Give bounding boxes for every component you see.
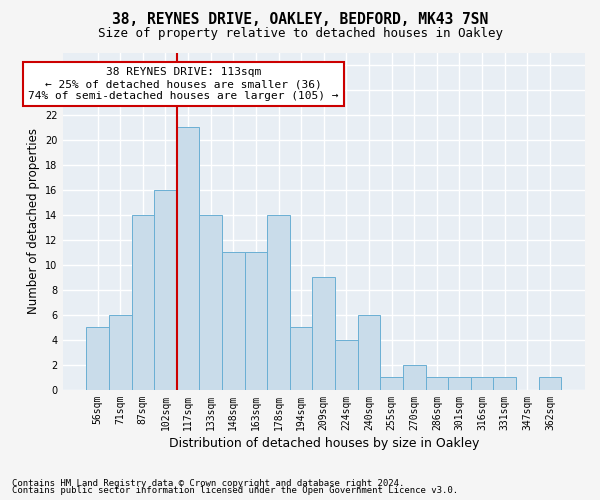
Bar xyxy=(403,365,425,390)
Bar xyxy=(539,378,561,390)
Text: Size of property relative to detached houses in Oakley: Size of property relative to detached ho… xyxy=(97,28,503,40)
Text: 38 REYNES DRIVE: 113sqm
← 25% of detached houses are smaller (36)
74% of semi-de: 38 REYNES DRIVE: 113sqm ← 25% of detache… xyxy=(28,68,339,100)
Bar xyxy=(425,378,448,390)
Bar xyxy=(290,328,313,390)
Bar xyxy=(358,315,380,390)
Bar xyxy=(448,378,471,390)
Text: Contains HM Land Registry data © Crown copyright and database right 2024.: Contains HM Land Registry data © Crown c… xyxy=(12,478,404,488)
Y-axis label: Number of detached properties: Number of detached properties xyxy=(26,128,40,314)
Bar xyxy=(313,278,335,390)
Text: 38, REYNES DRIVE, OAKLEY, BEDFORD, MK43 7SN: 38, REYNES DRIVE, OAKLEY, BEDFORD, MK43 … xyxy=(112,12,488,28)
Bar xyxy=(493,378,516,390)
Bar xyxy=(380,378,403,390)
Text: Contains public sector information licensed under the Open Government Licence v3: Contains public sector information licen… xyxy=(12,486,458,495)
Bar xyxy=(199,215,222,390)
X-axis label: Distribution of detached houses by size in Oakley: Distribution of detached houses by size … xyxy=(169,437,479,450)
Bar xyxy=(267,215,290,390)
Bar xyxy=(131,215,154,390)
Bar xyxy=(86,328,109,390)
Bar xyxy=(222,252,245,390)
Bar xyxy=(245,252,267,390)
Bar xyxy=(177,128,199,390)
Bar xyxy=(335,340,358,390)
Bar xyxy=(154,190,177,390)
Bar xyxy=(471,378,493,390)
Bar xyxy=(109,315,131,390)
